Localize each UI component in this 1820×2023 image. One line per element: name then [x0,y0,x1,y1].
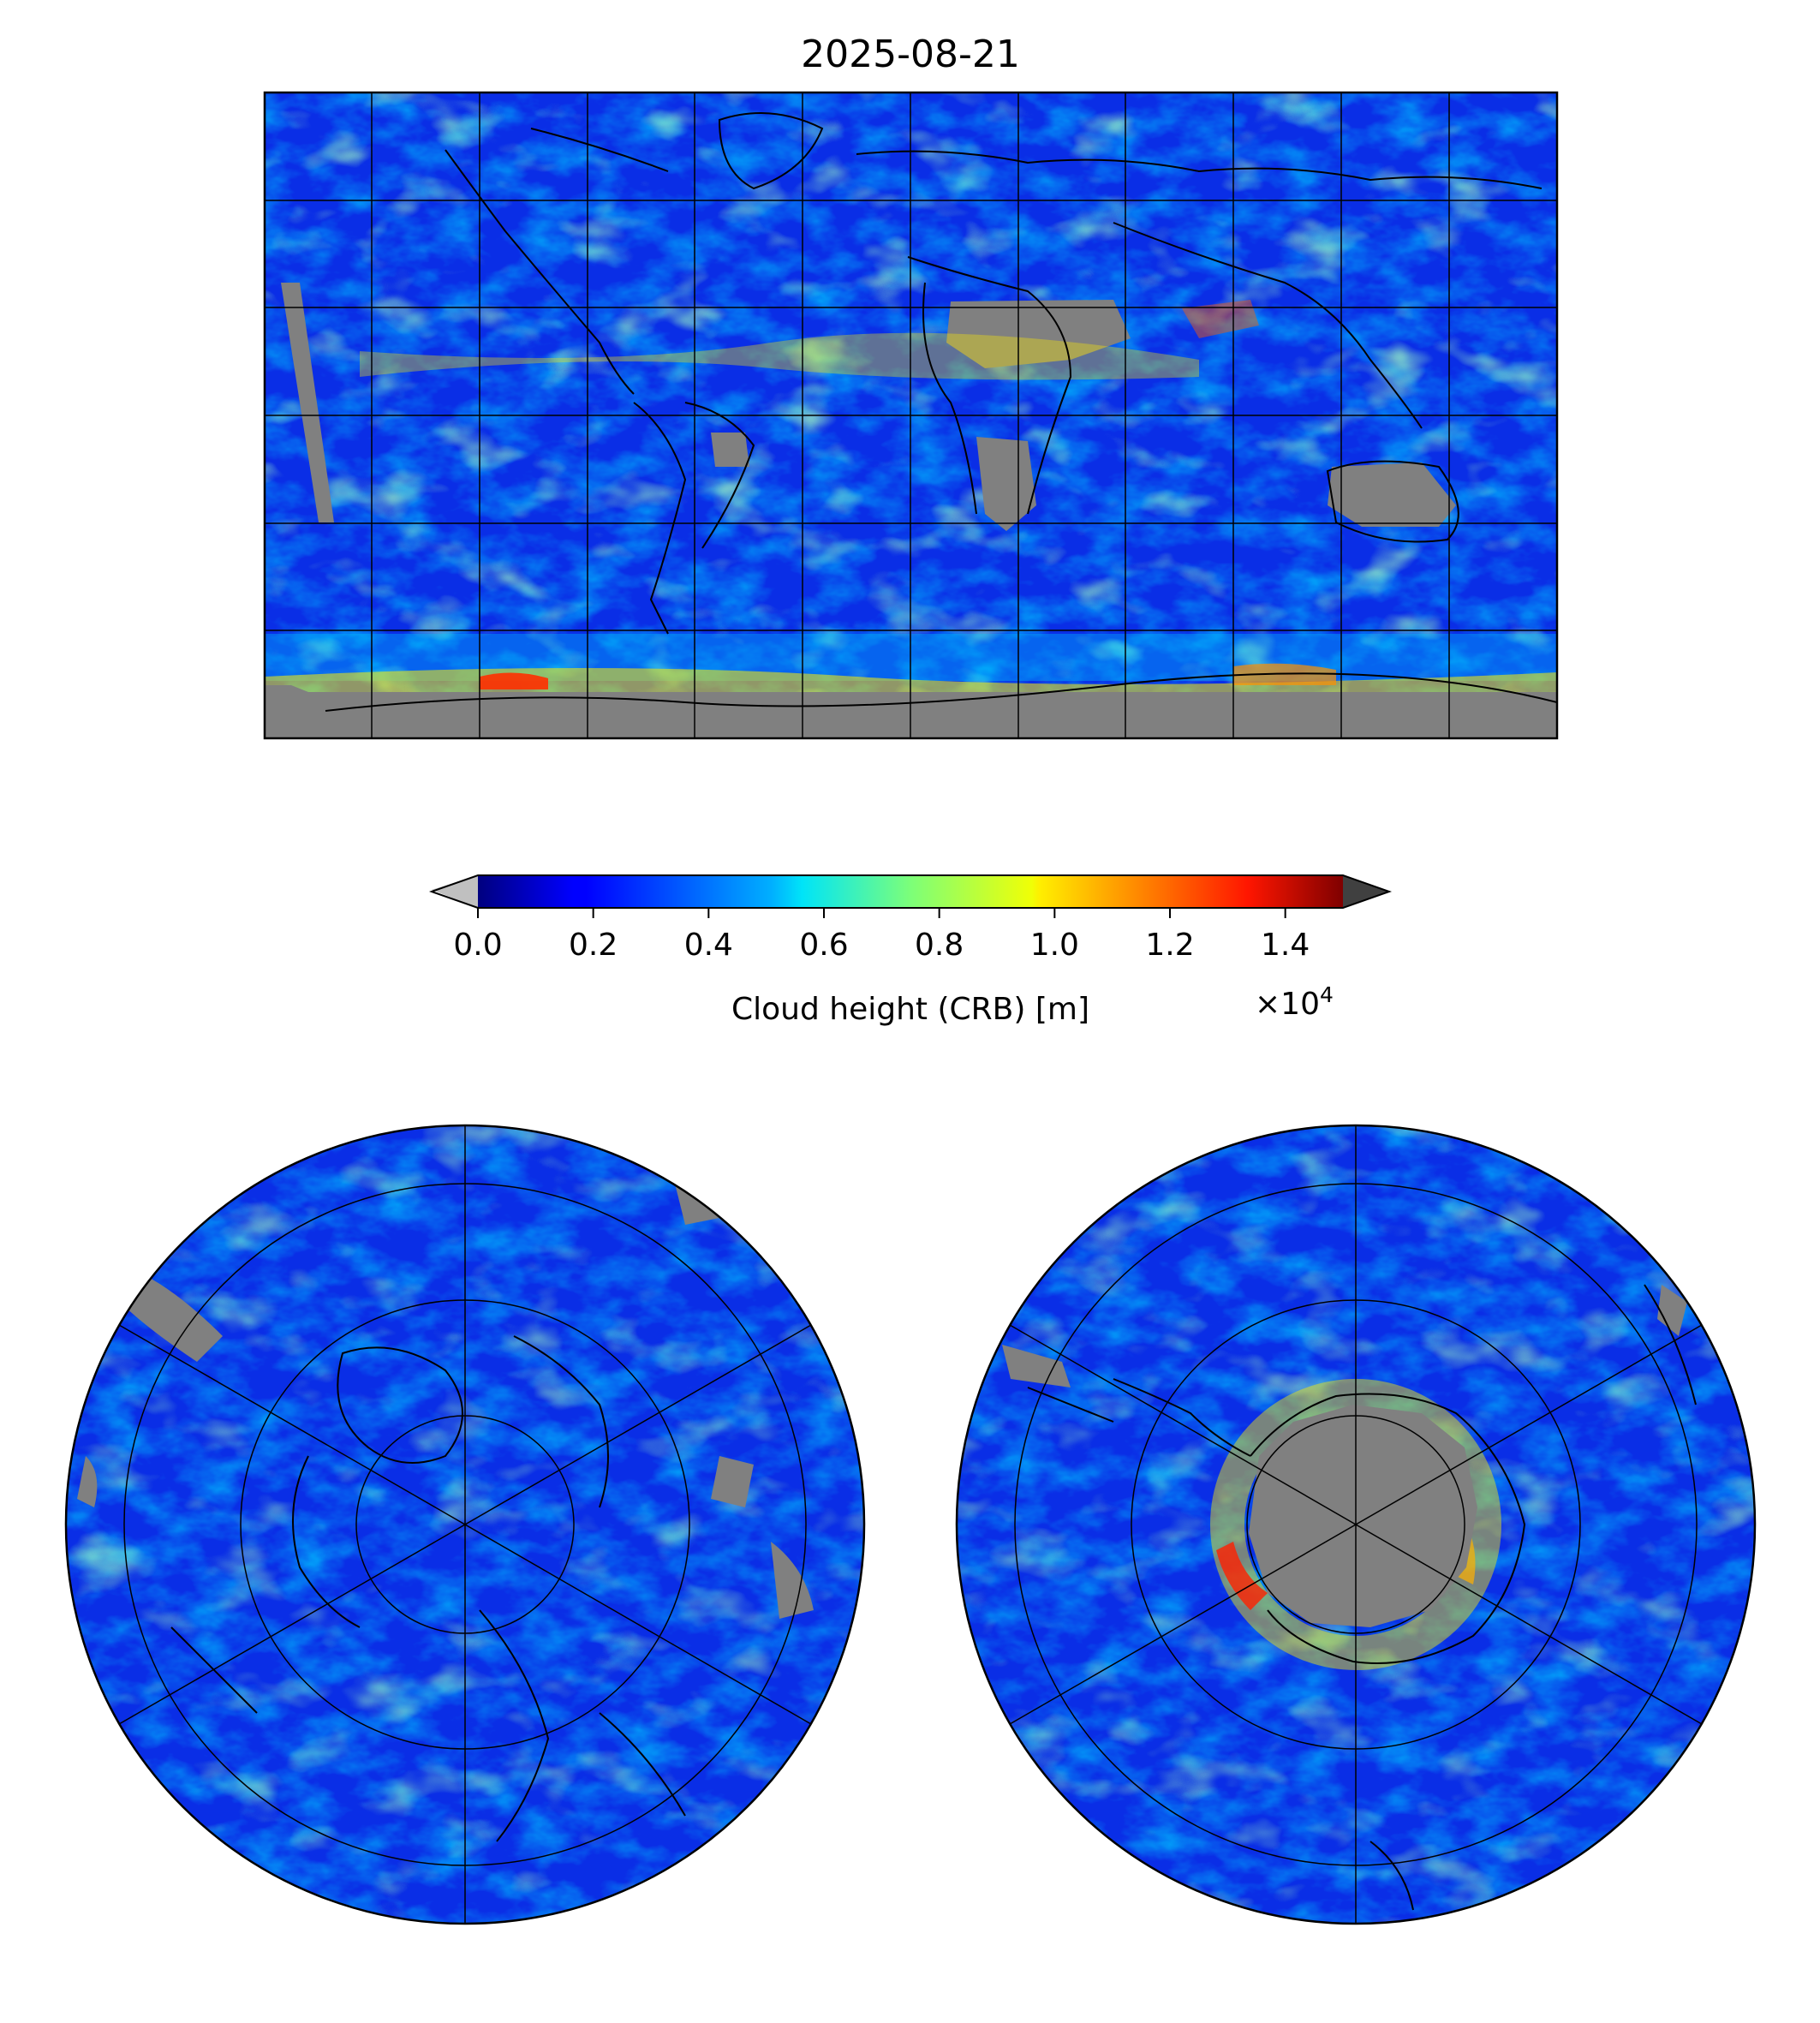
figure-title: 2025-08-21 [801,33,1020,76]
colorbar-gradient [478,875,1343,908]
global-map [265,92,1557,738]
colorbar-tick-label: 1.4 [1261,928,1310,963]
north-polar-map [66,1125,864,1924]
colorbar-tick-label: 1.0 [1030,928,1079,963]
north-polar-gridlines [118,1125,812,1924]
south-polar-gridlines [1009,1125,1703,1924]
colorbar-tick-label: 0.8 [915,928,964,963]
global-gridlines [265,92,1557,738]
colorbar: 0.0 0.2 0.4 0.6 0.8 1.0 1.2 1.4 Cloud height (C… [428,874,1393,1027]
global-map-frame [263,91,1559,740]
south-polar-frame [955,1124,1757,1925]
colorbar-label: Cloud height (CRB) [m] [731,992,1089,1027]
colorbar-extend-over [1343,875,1389,908]
colorbar-tick-label: 0.6 [799,928,848,963]
colorbar-ticks: 0.0 0.2 0.4 0.6 0.8 1.0 1.2 1.4 [453,908,1310,963]
colorbar-multiplier: ×104 [1255,982,1334,1022]
colorbar-tick-label: 1.2 [1145,928,1194,963]
north-polar-frame [64,1124,866,1925]
south-polar-map [957,1125,1755,1924]
colorbar-tick-label: 0.0 [453,928,502,963]
colorbar-tick-label: 0.2 [569,928,618,963]
colorbar-tick-label: 0.4 [684,928,733,963]
